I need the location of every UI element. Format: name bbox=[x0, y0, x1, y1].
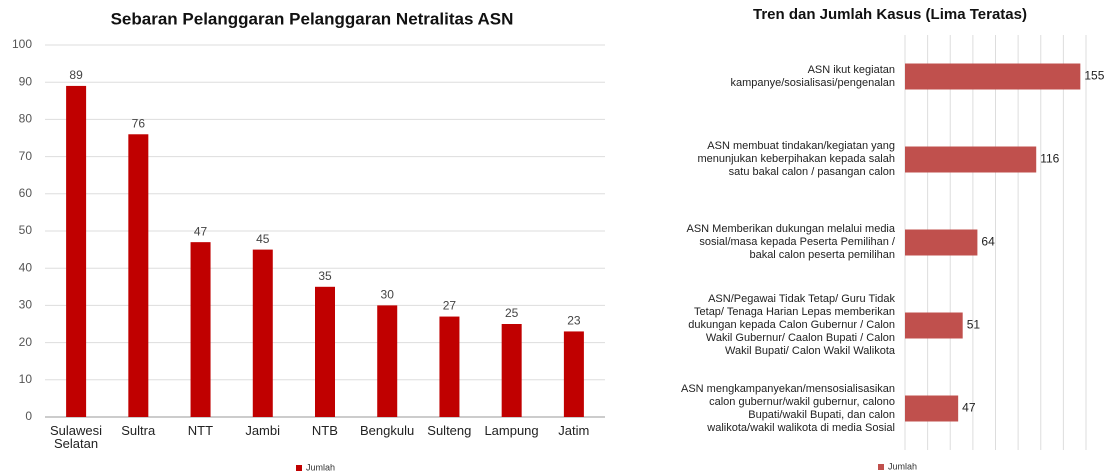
y-tick-label: ASN membuat tindakan/kegiatan yang menun… bbox=[697, 140, 895, 178]
y-tick-label: ASN/Pegawai Tidak Tetap/ Guru Tidak Teta… bbox=[688, 293, 895, 357]
bar bbox=[252, 249, 273, 417]
data-label: 64 bbox=[981, 235, 995, 249]
x-tick-label: Jatim bbox=[558, 424, 590, 438]
data-label: 25 bbox=[505, 306, 519, 320]
bar bbox=[905, 312, 963, 339]
x-tick-label: Sulteng bbox=[427, 424, 472, 438]
bar bbox=[905, 63, 1081, 90]
y-tick-label: 80 bbox=[19, 112, 33, 126]
data-label: 23 bbox=[567, 314, 581, 328]
legend-swatch bbox=[878, 464, 884, 470]
bar bbox=[501, 324, 522, 417]
bar bbox=[128, 134, 149, 417]
bar bbox=[190, 242, 211, 417]
x-tick-label: Jambi bbox=[245, 424, 280, 438]
data-label: 116 bbox=[1040, 152, 1059, 166]
y-tick-label: 40 bbox=[19, 260, 33, 274]
y-tick-label: 100 bbox=[12, 37, 32, 51]
x-tick-label: NTT bbox=[187, 424, 214, 438]
y-tick-label: ASN ikut kegiatan kampanye/sosialisasi/p… bbox=[730, 63, 896, 89]
data-label: 155 bbox=[1084, 69, 1104, 83]
bar bbox=[66, 85, 87, 418]
y-tick-label: 50 bbox=[19, 223, 33, 237]
data-label: 47 bbox=[194, 224, 208, 238]
bar bbox=[905, 146, 1037, 173]
y-tick-label: ASN/Pegawai Tidak Tetap/ Guru Tidak Teta… bbox=[688, 293, 895, 357]
x-tick-label: Sultra bbox=[121, 424, 156, 438]
x-tick-label: Jambi bbox=[245, 424, 280, 438]
y-tick-label: 10 bbox=[19, 372, 33, 386]
data-label: 76 bbox=[132, 116, 146, 130]
bar bbox=[563, 331, 584, 417]
data-label: 51 bbox=[967, 318, 981, 332]
data-label: 27 bbox=[443, 299, 457, 313]
data-label: 47 bbox=[962, 401, 976, 415]
y-tick-label: 0 bbox=[25, 409, 32, 423]
bar bbox=[905, 395, 959, 422]
y-tick-label: ASN membuat tindakan/kegiatan yang menun… bbox=[697, 140, 895, 178]
x-tick-label: Lampung bbox=[484, 424, 539, 438]
y-tick-label: ASN Memberikan dukungan melalui media so… bbox=[686, 223, 896, 261]
bar bbox=[377, 305, 398, 417]
data-label: 30 bbox=[381, 288, 395, 302]
y-tick-label: ASN mengkampanyekan/mensosialisasikan ca… bbox=[681, 382, 895, 434]
bar bbox=[905, 229, 978, 256]
x-tick-label: Sulteng bbox=[427, 424, 472, 438]
y-tick-label: ASN ikut kegiatan kampanye/sosialisasi/p… bbox=[730, 63, 896, 89]
x-tick-label: NTB bbox=[311, 424, 338, 438]
x-tick-label: NTT bbox=[187, 424, 214, 438]
y-tick-label: 30 bbox=[19, 298, 33, 312]
legend-swatch bbox=[296, 465, 302, 471]
bar bbox=[439, 316, 460, 417]
x-tick-label: NTB bbox=[311, 424, 338, 438]
legend-label: Jumlah bbox=[306, 462, 335, 472]
x-tick-label: Sulawesi Selatan bbox=[49, 424, 103, 451]
x-tick-label: Bengkulu bbox=[360, 424, 415, 438]
y-tick-label: 70 bbox=[19, 149, 33, 163]
y-tick-label: 20 bbox=[19, 335, 33, 349]
y-tick-label: ASN Memberikan dukungan melalui media so… bbox=[686, 223, 896, 261]
chart-title: Tren dan Jumlah Kasus (Lima Teratas) bbox=[753, 6, 1027, 23]
y-tick-label: 60 bbox=[19, 186, 33, 200]
data-label: 45 bbox=[256, 232, 270, 246]
y-tick-label: 90 bbox=[19, 74, 33, 88]
chart-title: Sebaran Pelanggaran Pelanggaran Netralit… bbox=[111, 9, 514, 28]
data-label: 35 bbox=[318, 269, 332, 283]
bar bbox=[315, 286, 335, 417]
y-tick-label: ASN mengkampanyekan/mensosialisasikan ca… bbox=[681, 382, 895, 434]
x-tick-label: Jatim bbox=[558, 424, 590, 438]
x-tick-label: Lampung bbox=[484, 424, 539, 438]
x-tick-label: Bengkulu bbox=[360, 424, 415, 438]
legend-label: Jumlah bbox=[888, 461, 917, 471]
data-label: 89 bbox=[69, 68, 83, 82]
x-tick-label: Sulawesi Selatan bbox=[49, 424, 103, 451]
x-tick-label: Sultra bbox=[121, 424, 156, 438]
